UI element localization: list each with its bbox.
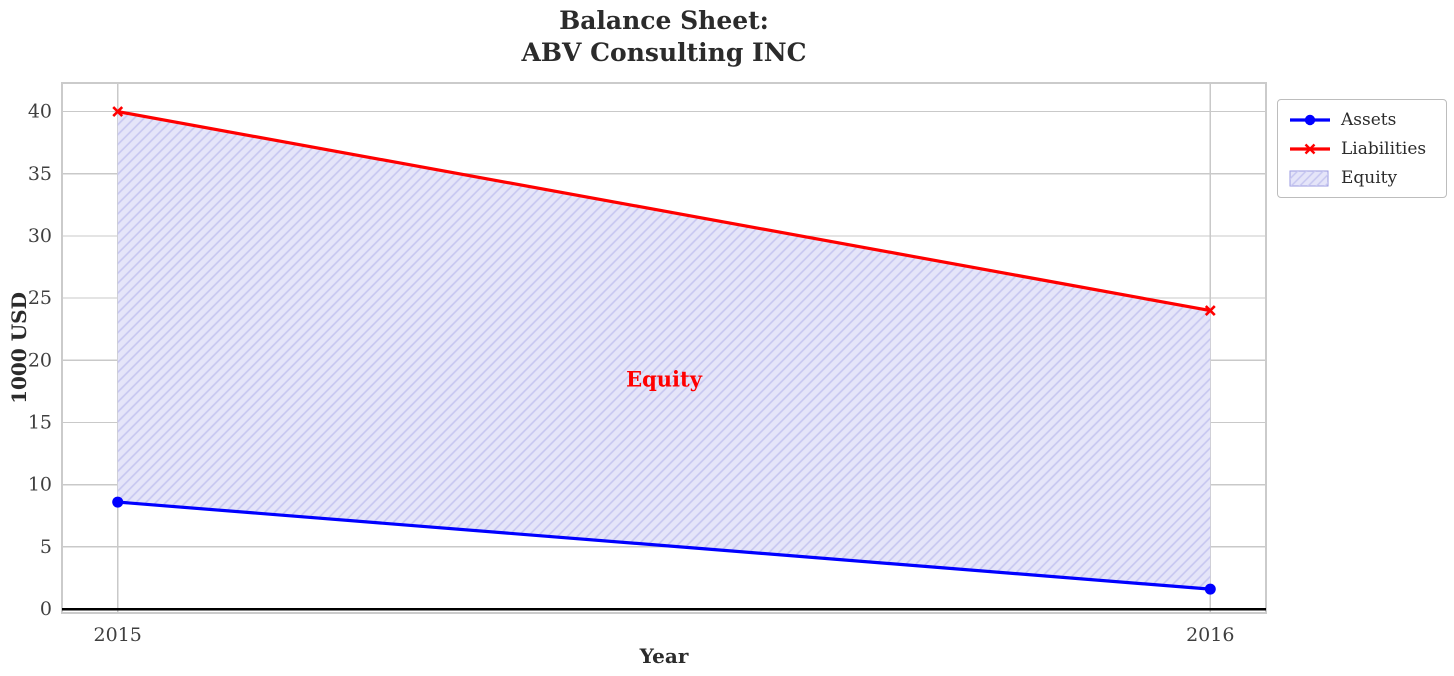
plot-border xyxy=(61,82,1267,614)
legend-label-assets: Assets xyxy=(1341,109,1397,130)
legend-label-liabilities: Liabilities xyxy=(1341,138,1427,159)
legend-item-equity: Equity xyxy=(1288,165,1436,190)
equity-patch-icon xyxy=(1289,170,1329,186)
assets-line-marker-icon xyxy=(1290,114,1330,125)
legend-item-assets: Assets xyxy=(1288,107,1436,132)
y-tick-label: 15 xyxy=(28,411,52,433)
legend: Assets Liabilities Equity xyxy=(1277,99,1447,198)
y-tick-label: 0 xyxy=(40,598,52,620)
equity-area-hatch xyxy=(117,111,1211,590)
y-tick-label: 10 xyxy=(28,474,52,496)
data-point-marker xyxy=(1204,583,1216,595)
liabilities-line xyxy=(112,106,1216,316)
y-axis-label: 1000 USD xyxy=(7,292,31,404)
chart-title: Balance Sheet: ABV Consulting INC xyxy=(62,5,1266,69)
x-tick-label: 2015 xyxy=(94,624,142,646)
chart-title-line2: ABV Consulting INC xyxy=(521,38,807,67)
data-point-marker xyxy=(1204,305,1216,316)
y-tick-label: 40 xyxy=(28,101,52,123)
x-axis-label: Year xyxy=(639,644,689,668)
y-tick-label: 35 xyxy=(28,163,52,185)
legend-label-equity: Equity xyxy=(1341,167,1398,188)
data-point-marker xyxy=(112,496,124,508)
tick-labels: 0 5 10 15 20 25 30 35 40 2015 2016 xyxy=(28,101,1235,646)
assets-line xyxy=(112,496,1216,595)
chart-title-line1: Balance Sheet: xyxy=(559,6,769,35)
data-point-marker xyxy=(112,106,124,118)
x-tick-label: 2016 xyxy=(1186,624,1234,646)
liabilities-line-marker-icon xyxy=(1290,143,1330,154)
equity-annotation: Equity xyxy=(626,366,702,392)
legend-item-liabilities: Liabilities xyxy=(1288,136,1436,161)
y-tick-label: 25 xyxy=(28,287,52,309)
y-tick-label: 20 xyxy=(28,349,52,371)
y-tick-label: 30 xyxy=(28,225,52,247)
y-tick-label: 5 xyxy=(40,536,52,558)
